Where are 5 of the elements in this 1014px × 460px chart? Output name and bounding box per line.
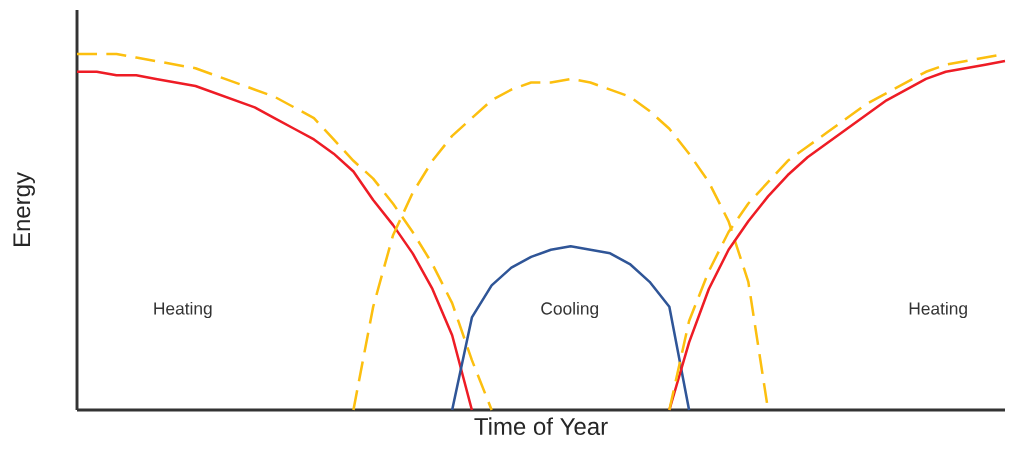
- annotation: Heating: [154, 301, 212, 319]
- x-axis-title: Time of Year: [474, 417, 608, 435]
- annotation: Heating: [909, 301, 967, 319]
- annotation: Cooling: [541, 301, 599, 319]
- y-axis-title: Energy: [13, 172, 35, 247]
